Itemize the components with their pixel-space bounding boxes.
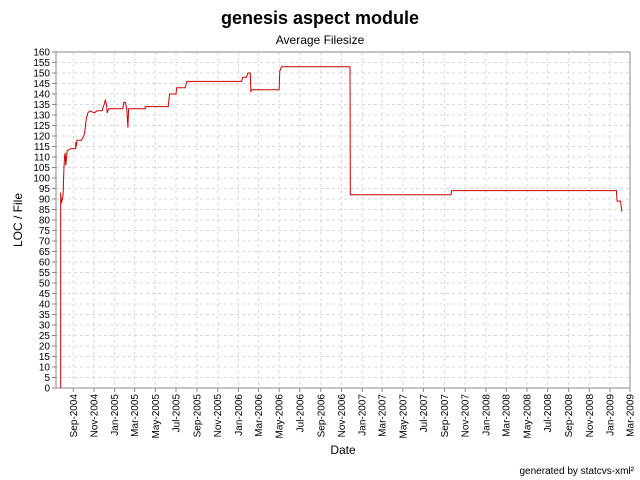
x-tick-label: Nov-2005 xyxy=(213,394,224,438)
y-tick-label: 45 xyxy=(39,289,51,300)
y-tick-label: 0 xyxy=(44,384,50,395)
y-tick-label: 145 xyxy=(33,79,50,90)
x-tick-label: Jan-2007 xyxy=(358,394,369,436)
y-tick-label: 5 xyxy=(44,373,50,384)
y-tick-label: 30 xyxy=(39,321,51,332)
x-tick-label: Sep-2007 xyxy=(440,394,451,438)
x-tick-label: May-2008 xyxy=(522,394,533,439)
x-tick-label: Mar-2006 xyxy=(254,394,265,437)
footer-credit: generated by statcvs-xml² xyxy=(520,466,635,477)
y-tick-label: 125 xyxy=(33,121,50,132)
y-tick-label: 60 xyxy=(39,258,51,269)
x-tick-label: May-2007 xyxy=(398,394,409,439)
y-tick-label: 150 xyxy=(33,69,50,80)
y-tick-label: 55 xyxy=(39,268,51,279)
y-tick-label: 85 xyxy=(39,205,51,216)
x-tick-label: Jul-2008 xyxy=(543,394,554,433)
x-tick-label: Jul-2007 xyxy=(419,394,430,433)
y-tick-label: 65 xyxy=(39,247,51,258)
y-tick-label: 75 xyxy=(39,226,51,237)
y-tick-label: 40 xyxy=(39,300,51,311)
y-axis-label: LOC / File xyxy=(11,193,25,247)
chart-title: genesis aspect module xyxy=(221,8,419,28)
x-tick-label: May-2006 xyxy=(275,394,286,439)
y-tick-label: 135 xyxy=(33,100,50,111)
y-tick-label: 10 xyxy=(39,363,51,374)
series-group xyxy=(60,66,623,388)
y-tick-label: 115 xyxy=(34,142,50,153)
y-tick-label: 110 xyxy=(34,153,50,164)
y-tick-label: 90 xyxy=(39,195,51,206)
x-axis-label: Date xyxy=(330,443,356,457)
x-tick-label: Mar-2005 xyxy=(130,394,141,437)
y-axis: 0510152025303540455055606570758085909510… xyxy=(33,48,56,395)
y-tick-label: 95 xyxy=(39,184,51,195)
x-tick-label: Nov-2006 xyxy=(337,394,348,438)
y-tick-label: 160 xyxy=(33,48,50,59)
y-tick-label: 50 xyxy=(39,279,51,290)
y-tick-label: 155 xyxy=(33,58,50,69)
chart-subtitle: Average Filesize xyxy=(276,33,365,47)
y-tick-label: 120 xyxy=(33,132,50,143)
x-tick-label: Nov-2004 xyxy=(89,394,100,438)
x-axis: Sep-2004 Nov-2004 Jan-2005 Mar-2005 May-2005… xyxy=(69,388,637,438)
x-tick-label: Mar-2007 xyxy=(378,394,389,437)
y-tick-label: 105 xyxy=(33,163,50,174)
y-tick-label: 100 xyxy=(33,174,50,185)
grid xyxy=(56,52,630,388)
x-tick-label: Nov-2008 xyxy=(585,394,596,438)
x-tick-label: May-2005 xyxy=(151,394,162,439)
x-tick-label: Sep-2006 xyxy=(316,394,327,438)
x-tick-label: Sep-2005 xyxy=(193,394,204,438)
x-tick-label: Jul-2005 xyxy=(172,394,183,433)
y-tick-label: 35 xyxy=(39,310,51,321)
x-tick-label: Nov-2007 xyxy=(461,394,472,438)
y-tick-label: 130 xyxy=(33,111,50,122)
x-tick-label: Jul-2006 xyxy=(295,394,306,433)
x-tick-label: Mar-2008 xyxy=(502,394,513,437)
x-tick-label: Sep-2004 xyxy=(69,394,80,438)
x-tick-label: Jan-2005 xyxy=(110,394,121,436)
x-tick-label: Jan-2009 xyxy=(605,394,616,436)
x-tick-label: Jan-2008 xyxy=(481,394,492,436)
y-tick-label: 15 xyxy=(39,352,51,363)
x-tick-label: Sep-2008 xyxy=(564,394,575,438)
y-tick-label: 140 xyxy=(33,90,50,101)
x-tick-label: Mar-2009 xyxy=(626,394,637,437)
y-tick-label: 70 xyxy=(39,237,51,248)
y-tick-label: 80 xyxy=(39,216,51,227)
series-line xyxy=(60,66,623,388)
y-tick-label: 20 xyxy=(39,342,51,353)
x-tick-label: Jan-2006 xyxy=(234,394,245,436)
y-tick-label: 25 xyxy=(39,331,51,342)
